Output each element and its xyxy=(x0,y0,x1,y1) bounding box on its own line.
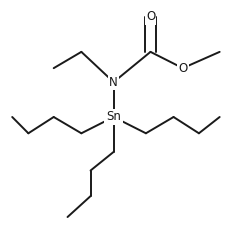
Text: O: O xyxy=(178,62,187,75)
Text: O: O xyxy=(146,11,155,23)
Text: N: N xyxy=(109,76,118,89)
Text: Sn: Sn xyxy=(106,110,121,124)
